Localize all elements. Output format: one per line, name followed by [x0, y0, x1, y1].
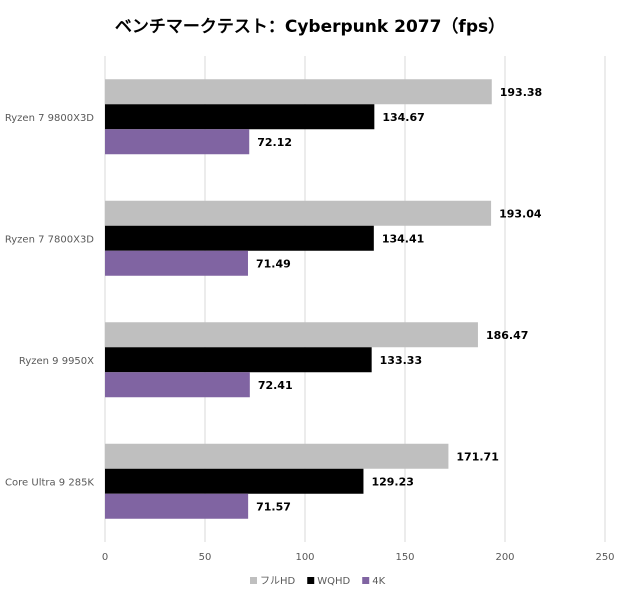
legend-label: フルHD: [260, 576, 296, 587]
bar: [105, 322, 478, 348]
x-tick-label: 100: [295, 552, 314, 563]
data-label: 71.57: [256, 500, 291, 513]
x-tick-label: 150: [395, 552, 414, 563]
x-tick-label: 0: [102, 552, 108, 563]
x-tick-label: 50: [199, 552, 212, 563]
data-label: 134.67: [382, 111, 424, 124]
bar: [105, 372, 250, 398]
bars: 193.38 134.67 72.12 193.04 134.41 71.49 186.47…: [105, 79, 542, 519]
bar: [105, 468, 364, 494]
data-label: 72.41: [258, 379, 293, 392]
bar: [105, 104, 375, 130]
bar: [105, 250, 248, 276]
category-labels: Ryzen 7 9800X3D Ryzen 7 7800X3D Ryzen 9 99…: [5, 113, 95, 489]
category-label: Core Ultra 9 285K: [5, 477, 94, 488]
legend-swatch: [250, 577, 257, 584]
bar: [105, 443, 449, 469]
data-label: 171.71: [456, 450, 498, 463]
data-label: 129.23: [371, 475, 413, 488]
bar: [105, 79, 492, 105]
data-label: 71.49: [256, 257, 291, 270]
bar: [105, 225, 374, 251]
category-label: Ryzen 7 7800X3D: [5, 234, 94, 245]
legend-label: 4K: [372, 576, 385, 587]
legend: フルHD WQHD 4K: [250, 576, 386, 587]
legend-swatch: [307, 577, 315, 584]
category-label: Ryzen 9 9950X: [19, 356, 94, 367]
x-tick-labels: 0 50 100 150 200 250: [102, 552, 615, 563]
bar: [105, 200, 492, 226]
legend-swatch: [362, 577, 370, 584]
data-label: 193.04: [499, 207, 542, 220]
chart-title: ベンチマークテスト：Cyberpunk 2077（fps）: [115, 16, 505, 37]
category-label: Ryzen 7 9800X3D: [5, 113, 94, 124]
data-label: 72.12: [257, 136, 292, 149]
legend-label: WQHD: [317, 576, 350, 587]
data-label: 134.41: [382, 232, 424, 245]
data-label: 186.47: [486, 329, 528, 342]
bar: [105, 493, 249, 519]
x-tick-label: 250: [595, 552, 614, 563]
bar: [105, 129, 250, 155]
data-label: 193.38: [500, 86, 542, 99]
bar: [105, 347, 372, 373]
data-label: 133.33: [380, 354, 422, 367]
x-tick-label: 200: [495, 552, 514, 563]
